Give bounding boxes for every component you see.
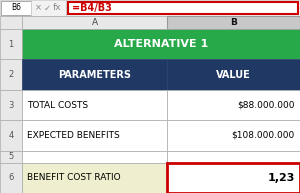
Text: 1: 1 <box>8 40 14 49</box>
Text: TOTAL COSTS: TOTAL COSTS <box>27 101 88 109</box>
FancyBboxPatch shape <box>167 16 300 29</box>
FancyBboxPatch shape <box>22 151 167 163</box>
FancyBboxPatch shape <box>22 59 167 90</box>
Text: 4: 4 <box>8 131 14 140</box>
FancyBboxPatch shape <box>0 59 22 90</box>
Text: ×: × <box>34 3 41 13</box>
FancyBboxPatch shape <box>0 151 22 163</box>
Text: VALUE: VALUE <box>216 70 251 80</box>
FancyBboxPatch shape <box>22 120 167 151</box>
FancyBboxPatch shape <box>167 151 300 163</box>
FancyBboxPatch shape <box>167 90 300 120</box>
Text: 5: 5 <box>8 152 14 161</box>
FancyBboxPatch shape <box>0 163 22 193</box>
Text: ALTERNATIVE 1: ALTERNATIVE 1 <box>114 39 208 49</box>
Text: fx: fx <box>53 3 61 13</box>
Text: PARAMETERS: PARAMETERS <box>58 70 131 80</box>
FancyBboxPatch shape <box>0 29 22 59</box>
Text: $108.000.000: $108.000.000 <box>232 131 295 140</box>
FancyBboxPatch shape <box>0 16 22 29</box>
Text: B: B <box>230 18 237 27</box>
FancyBboxPatch shape <box>0 0 300 16</box>
FancyBboxPatch shape <box>167 163 300 193</box>
FancyBboxPatch shape <box>1 1 31 15</box>
FancyBboxPatch shape <box>22 163 167 193</box>
Text: EXPECTED BENEFITS: EXPECTED BENEFITS <box>27 131 120 140</box>
FancyBboxPatch shape <box>22 90 167 120</box>
Text: =B4/B3: =B4/B3 <box>72 3 112 13</box>
Text: A: A <box>92 18 98 27</box>
Text: $88.000.000: $88.000.000 <box>238 101 295 109</box>
FancyBboxPatch shape <box>22 29 300 59</box>
Text: BENEFIT COST RATIO: BENEFIT COST RATIO <box>27 173 121 182</box>
FancyBboxPatch shape <box>0 120 22 151</box>
FancyBboxPatch shape <box>0 90 22 120</box>
Text: 2: 2 <box>8 70 14 79</box>
Text: 6: 6 <box>8 173 14 182</box>
Text: B6: B6 <box>11 3 21 13</box>
FancyBboxPatch shape <box>66 0 67 16</box>
FancyBboxPatch shape <box>31 0 32 16</box>
FancyBboxPatch shape <box>22 16 167 29</box>
FancyBboxPatch shape <box>167 59 300 90</box>
FancyBboxPatch shape <box>167 120 300 151</box>
Text: 1,23: 1,23 <box>268 173 295 183</box>
FancyBboxPatch shape <box>68 2 298 14</box>
Text: ✓: ✓ <box>44 3 50 13</box>
Text: 3: 3 <box>8 101 14 109</box>
